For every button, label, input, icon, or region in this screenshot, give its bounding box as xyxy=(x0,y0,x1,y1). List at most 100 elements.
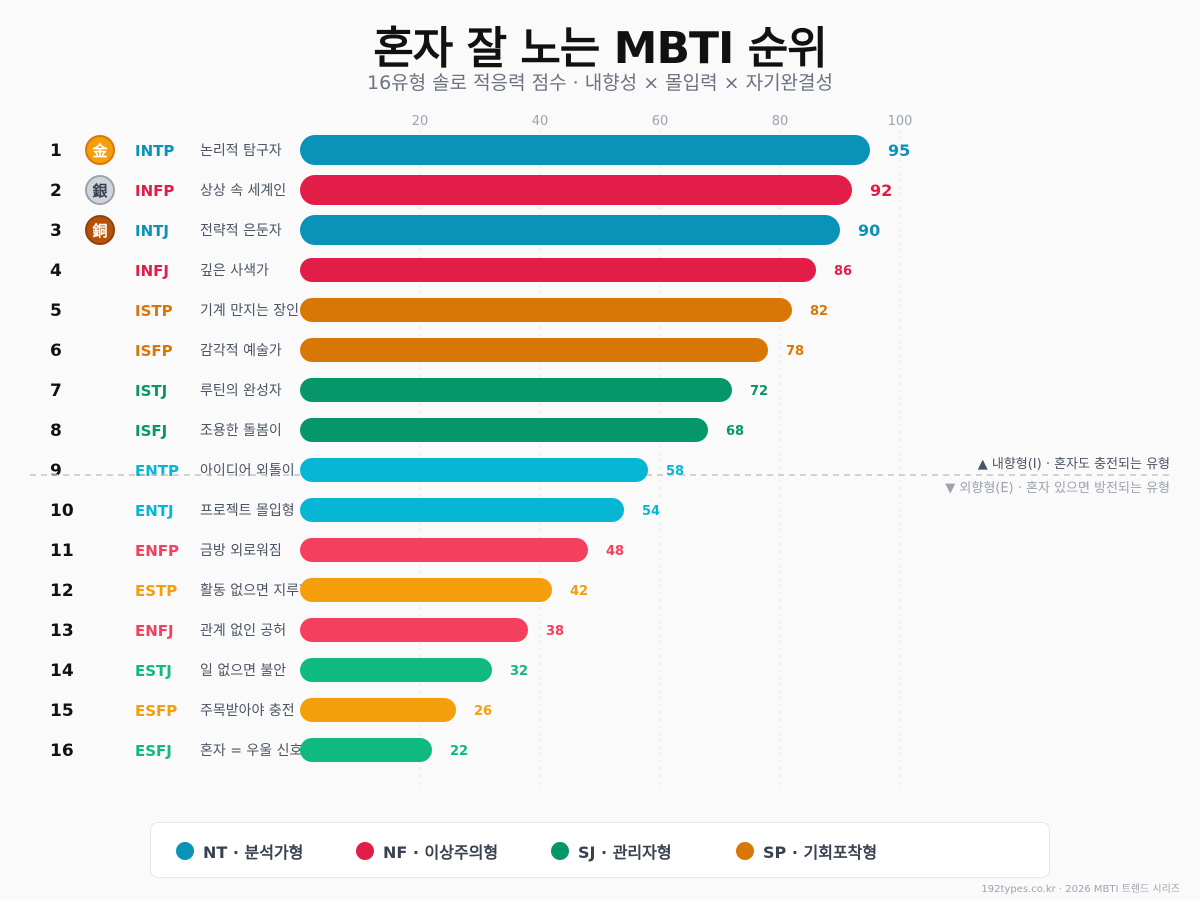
legend-swatch xyxy=(356,842,374,860)
mbti-type-label: ENFJ xyxy=(135,622,174,640)
type-nickname: 활동 없으면 지루함 xyxy=(200,583,312,599)
mbti-type-label: ISTJ xyxy=(135,382,167,400)
mbti-type-label: ISFJ xyxy=(135,422,167,440)
value-label: 22 xyxy=(450,744,468,759)
rank-number: 15 xyxy=(50,701,74,721)
medal-glyph: 銀 xyxy=(92,182,107,200)
type-nickname: 혼자 = 우울 신호 xyxy=(200,743,302,759)
value-label: 86 xyxy=(834,264,852,279)
type-nickname: 루틴의 완성자 xyxy=(200,383,282,399)
bar-entp xyxy=(300,458,648,482)
rank-number: 4 xyxy=(50,261,62,281)
value-label: 72 xyxy=(750,384,768,399)
rank-number: 10 xyxy=(50,501,74,521)
x-tick-label: 80 xyxy=(772,114,789,129)
bar-estp xyxy=(300,578,552,602)
type-nickname: 조용한 돌봄이 xyxy=(200,423,282,439)
rank-number: 11 xyxy=(50,541,74,561)
value-label: 42 xyxy=(570,584,588,599)
mbti-type-label: INTP xyxy=(135,142,174,160)
value-label: 68 xyxy=(726,424,744,439)
type-nickname: 금방 외로워짐 xyxy=(200,543,282,559)
rank-number: 3 xyxy=(50,221,62,241)
medal-icon xyxy=(85,175,115,205)
rank-number: 13 xyxy=(50,621,74,641)
rank-number: 2 xyxy=(50,181,62,201)
bar-isfp xyxy=(300,338,768,362)
mbti-type-label: ENTJ xyxy=(135,502,174,520)
mbti-type-label: ISTP xyxy=(135,302,173,320)
x-tick-label: 20 xyxy=(412,114,429,129)
legend-item-sj: SJ · 관리자형 xyxy=(551,839,672,863)
mbti-type-label: ESTJ xyxy=(135,662,172,680)
bar-intj xyxy=(300,215,840,245)
footer-credit: 192types.co.kr · 2026 MBTI 트렌드 시리즈 xyxy=(981,884,1180,895)
rank-number: 14 xyxy=(50,661,74,681)
bar-chart: 20 40 60 80 100 1 金 INTP 논리적 탐구자 2 銀 INFP 상상 속 세계인 3 銅… xyxy=(30,114,1170,790)
bar-estj xyxy=(300,658,492,682)
bar-entj xyxy=(300,498,624,522)
bar-enfj xyxy=(300,618,528,642)
bar-intp xyxy=(300,135,870,165)
bar-esfj xyxy=(300,738,432,762)
value-label: 82 xyxy=(810,304,828,319)
medal-icon xyxy=(85,215,115,245)
rank-number: 16 xyxy=(50,741,74,761)
x-tick-label: 40 xyxy=(532,114,549,129)
legend-item-nf: NF · 이상주의형 xyxy=(356,839,498,863)
bar-infp xyxy=(300,175,852,205)
type-nickname: 프로젝트 몰입형 xyxy=(200,503,295,519)
mbti-type-label: ISFP xyxy=(135,342,173,360)
value-label: 78 xyxy=(786,344,804,359)
value-label: 38 xyxy=(546,624,564,639)
divider-label-extrovert: ▼ 외향형(E) · 혼자 있으면 방전되는 유형 xyxy=(945,481,1170,496)
value-label: 95 xyxy=(888,141,910,160)
type-nickname: 관계 없인 공허 xyxy=(200,623,286,639)
medal-glyph: 銅 xyxy=(92,222,107,240)
rank-number: 5 xyxy=(50,301,62,321)
value-label: 26 xyxy=(474,704,492,719)
mbti-type-label: ENTP xyxy=(135,462,179,480)
legend-label: NF · 이상주의형 xyxy=(383,843,499,862)
legend-swatch xyxy=(736,842,754,860)
rank-number: 8 xyxy=(50,421,62,441)
rank-number: 12 xyxy=(50,581,74,601)
type-nickname: 기계 만지는 장인 xyxy=(200,303,299,319)
legend: NT · 분석가형 NF · 이상주의형 SJ · 관리자형 SP · 기회포착… xyxy=(150,822,1050,878)
mbti-type-label: ESTP xyxy=(135,582,177,600)
mbti-type-label: ESFP xyxy=(135,702,177,720)
chart-title: 혼자 잘 노는 MBTI 순위 xyxy=(373,23,827,74)
chart-subtitle: 16유형 솔로 적응력 점수 · 내향성 × 몰입력 × 자기완결성 xyxy=(366,72,833,94)
rank-number: 9 xyxy=(50,461,62,481)
type-nickname: 전략적 은둔자 xyxy=(200,223,282,239)
value-label: 58 xyxy=(666,464,684,479)
type-nickname: 감각적 예술가 xyxy=(200,343,282,359)
rank-number: 6 xyxy=(50,341,62,361)
value-label: 90 xyxy=(858,221,880,240)
legend-item-nt: NT · 분석가형 xyxy=(176,839,303,863)
bar-infj xyxy=(300,258,816,282)
bar-enfp xyxy=(300,538,588,562)
value-label: 32 xyxy=(510,664,528,679)
legend-swatch xyxy=(551,842,569,860)
rank-number: 1 xyxy=(50,141,62,161)
x-tick-label: 100 xyxy=(888,114,913,129)
legend-label: NT · 분석가형 xyxy=(203,843,304,862)
mbti-type-label: INFP xyxy=(135,182,174,200)
legend-label: SP · 기회포착형 xyxy=(763,843,878,862)
type-nickname: 일 없으면 불안 xyxy=(200,663,286,679)
bar-isfj xyxy=(300,418,708,442)
medal-glyph: 金 xyxy=(91,142,108,160)
legend-item-sp: SP · 기회포착형 xyxy=(736,839,877,863)
legend-label: SJ · 관리자형 xyxy=(578,843,672,862)
type-nickname: 논리적 탐구자 xyxy=(200,143,282,159)
mbti-type-label: INFJ xyxy=(135,262,169,280)
value-label: 92 xyxy=(870,181,892,200)
divider-label-introvert: ▲ 내향형(I) · 혼자도 충전되는 유형 xyxy=(978,457,1170,472)
bar-esfp xyxy=(300,698,456,722)
bar-istp xyxy=(300,298,792,322)
value-label: 54 xyxy=(642,504,660,519)
mbti-type-label: ESFJ xyxy=(135,742,172,760)
type-nickname: 상상 속 세계인 xyxy=(200,183,286,199)
